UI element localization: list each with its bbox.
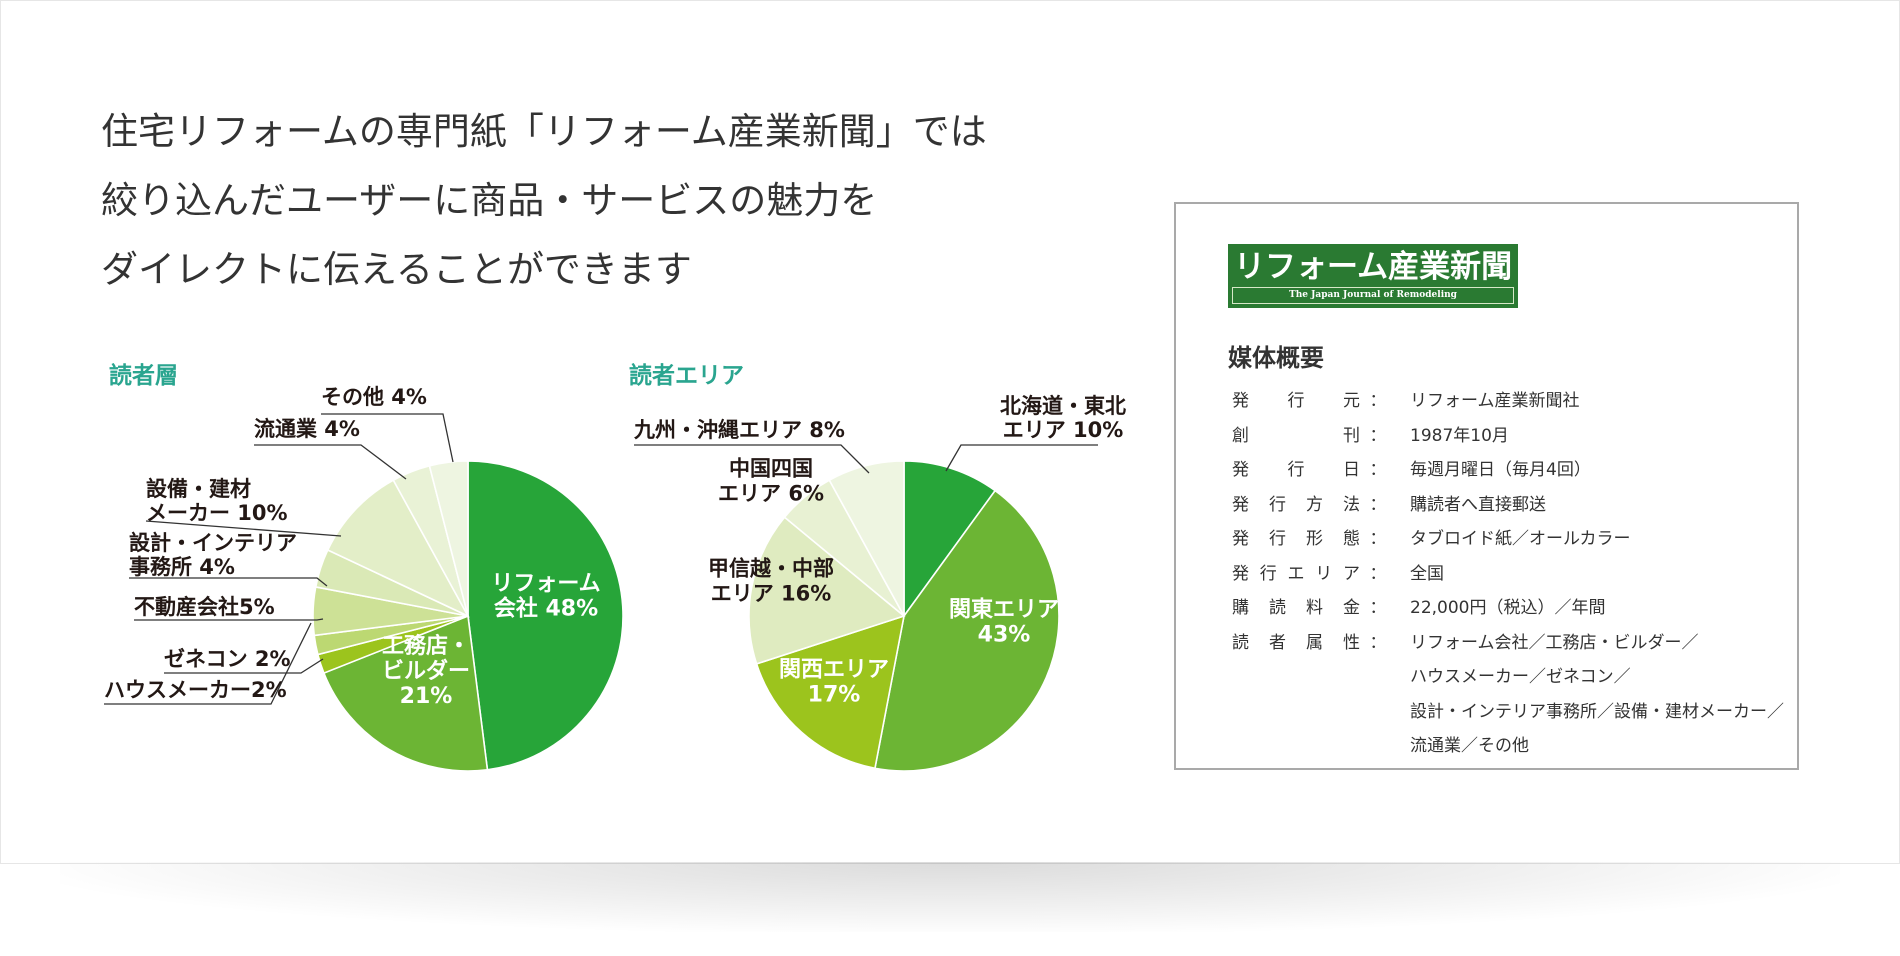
slice-label: 流通業 4% [254,417,360,441]
info-row-founded: 創刊 ： 1987年10月 [1232,419,1792,454]
content-card: 住宅リフォームの専門紙「リフォーム産業新聞」では 絞り込んだユーザーに商品・サー… [0,0,1900,864]
info-row-issue-day: 発行日 ： 毎週月曜日（毎月4回） [1232,453,1792,488]
info-value: 22,000円（税込）／年間 [1410,598,1606,618]
slice-label: ハウスメーカー2% [104,678,287,702]
newspaper-logo: リフォーム産業新聞 The Japan Journal of Remodelin… [1228,244,1518,308]
info-row-area: 発行エリア ： 全国 [1232,557,1792,592]
info-row-price: 購読料金 ： 22,000円（税込）／年間 [1232,591,1792,626]
leader-line [254,444,407,480]
leader-line [945,444,1098,472]
slice-label: 甲信越・中部エリア 16% [708,557,834,606]
info-row-format: 発行形態 ： タブロイド紙／オールカラー [1232,522,1792,557]
leader-line [104,622,312,705]
slice-label: ゼネコン 2% [164,647,291,671]
headline-line: 住宅リフォームの専門紙「リフォーム産業新聞」では [101,110,987,153]
info-colon: ： [1369,598,1387,618]
pie-slice [828,460,905,617]
headline-line: ダイレクトに伝えることができます [101,248,692,291]
pie-slice [755,614,906,770]
chart-title: 読者層 [109,362,178,389]
media-overview-list: 発行元 ： リフォーム産業新聞社 創刊 ： 1987年10月 発行日 ： 毎週月曜日（毎月4… [1232,384,1792,764]
info-colon: ： [1369,632,1387,653]
card-shadow [60,862,1840,932]
slice-label: 北海道・東北エリア 10% [1000,394,1126,442]
leader-line [129,577,328,587]
info-value: 購読者へ直接郵送 [1410,494,1546,515]
info-value: 全国 [1410,563,1444,584]
slice-label: 工務店・ビルダー 21% [382,633,470,709]
leader-line [164,658,324,674]
info-value: タブロイド紙／オールカラー [1410,529,1631,549]
slice-label: その他 4% [321,385,427,409]
info-value: 1987年10月 [1410,425,1509,446]
info-colon: ： [1369,425,1387,446]
info-key: 発行エリア [1232,563,1360,584]
pie-slice [326,479,470,618]
info-key: 発行元 [1232,391,1360,411]
info-value: リフォーム会社／工務店・ビルダー／ ハウスメーカー／ゼネコン／ 設計・インテリア… [1410,632,1784,757]
leader-line [145,520,342,537]
info-row-delivery: 発行方法 ： 購読者へ直接郵送 [1232,488,1792,523]
slice-label: 九州・沖縄エリア 8% [633,418,845,442]
headline: 住宅リフォームの専門紙「リフォーム産業新聞」では 絞り込んだユーザーに商品・サー… [101,97,987,304]
chart-title: 読者エリア [629,362,744,389]
info-value: リフォーム産業新聞社 [1410,391,1580,411]
logo-title: リフォーム産業新聞 [1234,249,1513,285]
pie-slice [467,460,624,771]
media-overview-heading: 媒体概要 [1228,344,1324,372]
info-key: 創刊 [1232,425,1360,446]
headline-line: 絞り込んだユーザーに商品・サービスの魅力を [101,179,878,222]
info-colon: ： [1369,494,1387,515]
info-row-reader-attributes: 読者属性 ： リフォーム会社／工務店・ビルダー／ ハウスメーカー／ゼネコン／ 設計・… [1232,626,1792,764]
slice-label: 関東エリア 43% [949,598,1059,648]
media-overview-box: リフォーム産業新聞 The Japan Journal of Remodelin… [1174,202,1799,770]
info-colon: ： [1369,460,1387,480]
slice-label: リフォーム会社 48% [491,572,600,622]
info-colon: ： [1369,529,1387,549]
pie-slice [874,489,1060,772]
slice-label: 不動産会社5% [134,595,275,619]
slice-label: 設計・インテリア事務所 4% [129,531,297,579]
slice-label: 設備・建材メーカー 10% [146,477,288,525]
info-key: 読者属性 [1232,632,1360,653]
pie-slice [748,516,906,665]
info-key: 購読料金 [1232,598,1360,618]
leader-line [634,444,870,474]
info-key: 発行方法 [1232,494,1360,515]
info-key: 発行日 [1232,460,1360,480]
leader-line [134,618,324,621]
info-colon: ： [1369,391,1387,411]
pie-slice [903,460,997,619]
slice-label: 関西エリア 17% [779,658,889,708]
pie-slice [322,614,489,772]
pie-slice [428,460,469,617]
info-value: 毎週月曜日（毎月4回） [1410,460,1591,480]
leader-line [321,413,454,463]
info-key: 発行形態 [1232,529,1360,549]
logo-subtitle: The Japan Journal of Remodeling [1232,287,1514,304]
slice-label: 中国四国エリア 6% [718,457,824,506]
info-colon: ： [1369,563,1387,584]
info-row-publisher: 発行元 ： リフォーム産業新聞社 [1232,384,1792,419]
